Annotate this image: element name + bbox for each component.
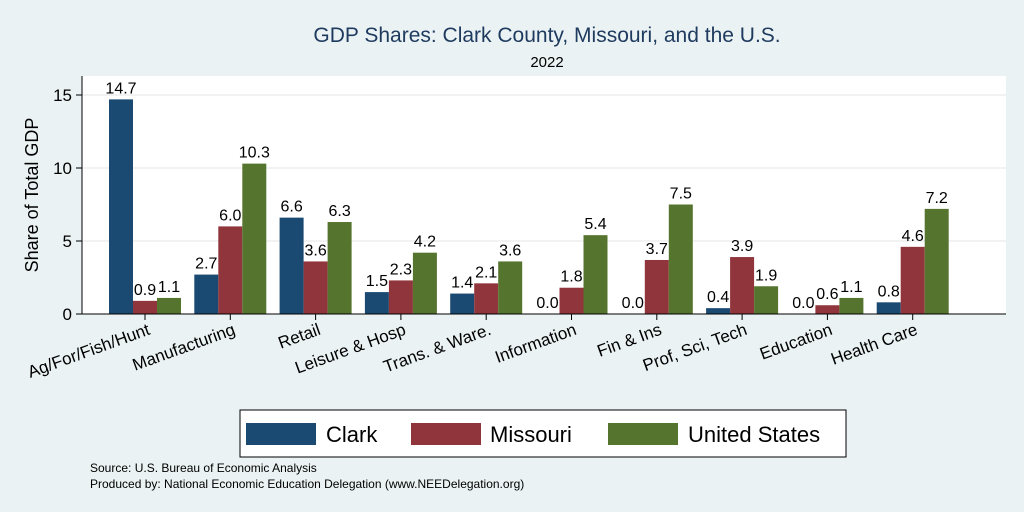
bar-clark [194, 274, 219, 314]
bar-missouri [559, 287, 584, 314]
bar-missouri [644, 259, 669, 314]
bar-missouri [218, 226, 243, 314]
legend-label: Missouri [490, 422, 572, 447]
bar-missouri [133, 300, 157, 314]
y-axis-ticks: 0 5 10 15 [53, 86, 82, 324]
source-note: Source: U.S. Bureau of Economic Analysis [90, 461, 317, 475]
y-tick-label: 15 [53, 86, 72, 105]
legend-swatch-united-states [608, 423, 678, 445]
bar-clark [279, 217, 304, 314]
bar-clark [364, 292, 389, 314]
data-label: 1.4 [451, 275, 473, 292]
bar-clark [706, 308, 731, 314]
data-label: 6.0 [219, 207, 241, 224]
data-label: 7.2 [926, 190, 948, 207]
data-label: 0.6 [816, 286, 838, 303]
data-label: 3.7 [646, 241, 668, 258]
y-tick-label: 10 [53, 159, 72, 178]
bar-united-states [327, 222, 352, 314]
data-label: 7.5 [670, 186, 692, 203]
data-label: 4.6 [902, 228, 924, 245]
bar-clark [876, 302, 901, 314]
data-label: 6.6 [280, 199, 302, 216]
bar-clark [450, 293, 475, 314]
bar-missouri [815, 305, 840, 314]
data-labels: 14.70.9 1.12.76.010.36.63.66.31.52.34.21.… [105, 80, 947, 312]
bar-united-states [839, 297, 864, 314]
bar-united-states [924, 208, 949, 314]
legend-swatch-missouri [411, 423, 481, 445]
data-label: 6.3 [328, 203, 350, 220]
data-label: 2.7 [195, 256, 217, 273]
data-label: 1.1 [158, 279, 180, 296]
bar-missouri [474, 283, 499, 314]
bars [109, 99, 949, 314]
data-label: 3.9 [731, 238, 753, 255]
bar-united-states [583, 235, 608, 314]
data-label: 0.8 [878, 283, 900, 300]
legend: Clark Missouri United States [239, 409, 847, 458]
data-label: 0.0 [792, 295, 814, 312]
bar-missouri [730, 257, 755, 314]
data-label: 3.6 [304, 242, 326, 259]
bar-united-states [412, 252, 437, 314]
bar-united-states [668, 204, 693, 314]
data-label: 1.9 [755, 267, 777, 284]
legend-label: Clark [326, 422, 378, 447]
legend-label: United States [688, 422, 820, 447]
data-label: 1.5 [366, 273, 388, 290]
data-label: 5.4 [584, 216, 606, 233]
bar-missouri [303, 261, 328, 314]
data-label: 1.8 [560, 269, 582, 286]
y-tick-label: 5 [63, 232, 72, 251]
legend-box [239, 409, 847, 458]
data-label: 4.2 [414, 234, 436, 251]
data-label: 0.4 [707, 289, 729, 306]
legend-swatch-clark [246, 423, 316, 445]
chart-subtitle: 2022 [530, 54, 563, 71]
bar-united-states [754, 286, 779, 314]
data-label: 0.9 [134, 282, 156, 299]
data-label: 14.7 [105, 80, 136, 97]
bar-united-states [157, 297, 181, 314]
bar-missouri [388, 280, 413, 314]
data-label: 1.1 [840, 279, 862, 296]
bar-clark [109, 99, 133, 314]
credit-note: Produced by: National Economic Education… [90, 477, 524, 491]
data-label: 0.0 [536, 295, 558, 312]
data-label: 0.0 [622, 295, 644, 312]
data-label: 2.1 [475, 264, 497, 281]
y-tick-label: 0 [63, 305, 72, 324]
bar-united-states [242, 163, 267, 314]
y-axis-label: Share of Total GDP [22, 118, 42, 273]
data-label: 10.3 [239, 145, 270, 162]
bar-missouri [900, 246, 925, 314]
data-label: 3.6 [499, 242, 521, 259]
data-label: 2.3 [390, 261, 412, 278]
chart-title: GDP Shares: Clark County, Missouri, and … [313, 24, 780, 47]
bar-united-states [498, 261, 523, 314]
